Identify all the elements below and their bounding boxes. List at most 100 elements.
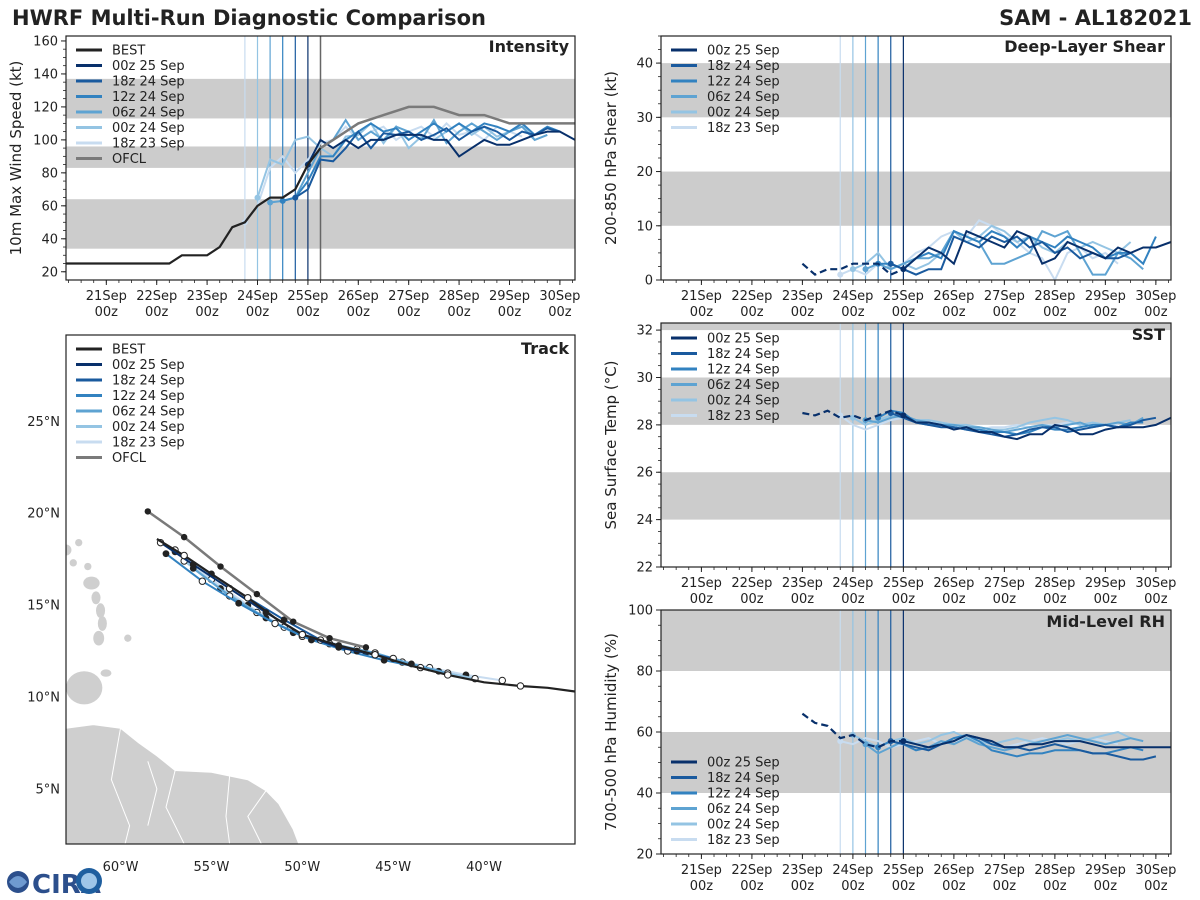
best-track	[156, 538, 575, 693]
track-point-open	[198, 577, 207, 585]
x-tick-label: 21Sep	[681, 863, 722, 878]
legend-label: 00z 25 Sep	[707, 44, 780, 59]
ofcl-point	[180, 533, 188, 541]
island-landmass	[69, 559, 77, 567]
track-point-filled	[235, 599, 243, 607]
longitude-label: 50°W	[284, 860, 320, 875]
threshold-band	[661, 377, 1171, 425]
legend-label: BEST	[112, 44, 145, 59]
legend-label: 06z 24 Sep	[707, 90, 780, 105]
y-tick-label: 100	[628, 604, 653, 619]
y-tick-label: 30	[636, 111, 653, 126]
y-tick-label: 40	[41, 232, 58, 247]
y-tick-label: 26	[636, 466, 653, 481]
island-landmass	[95, 603, 106, 618]
legend-label: 12z 24 Sep	[707, 787, 780, 802]
legend-label: 00z 24 Sep	[112, 420, 185, 435]
series-line	[902, 414, 1171, 441]
x-tick-label: 00z	[195, 305, 219, 320]
series-start-point	[849, 266, 856, 273]
ofcl-track	[147, 510, 367, 649]
series-line	[282, 122, 561, 202]
x-tick-label: 24Sep	[832, 863, 873, 878]
south-america-landmass	[66, 724, 300, 844]
seal-inner	[81, 873, 97, 889]
x-tick-label: 00z	[791, 592, 815, 607]
x-tick-label: 00z	[841, 592, 865, 607]
figure-title: HWRF Multi-Run Diagnostic Comparison	[12, 6, 486, 30]
x-tick-label: 29Sep	[1085, 289, 1126, 304]
x-tick-label: 00z	[892, 879, 916, 894]
x-tick-label: 23Sep	[187, 289, 228, 304]
plot-area	[661, 610, 1171, 854]
series-start-point	[862, 266, 869, 273]
panel-title: SST	[1132, 325, 1165, 344]
x-tick-label: 29Sep	[489, 289, 530, 304]
y-tick-label: 40	[636, 57, 653, 72]
y-tick-label: 24	[636, 513, 653, 528]
series-start-point	[254, 194, 261, 201]
legend-label: 12z 24 Sep	[707, 75, 780, 90]
island-landmass	[124, 634, 132, 642]
latitude-label: 10°N	[27, 690, 60, 705]
y-tick-label: 100	[33, 133, 58, 148]
legend-label: 18z 24 Sep	[112, 374, 185, 389]
x-tick-label: 30Sep	[1135, 289, 1176, 304]
x-tick-label: 00z	[1144, 592, 1168, 607]
x-tick-label: 00z	[1144, 305, 1168, 320]
legend-label: 06z 24 Sep	[112, 106, 185, 121]
legend-label: 18z 24 Sep	[112, 75, 185, 90]
x-tick-label: 24Sep	[832, 289, 873, 304]
y-tick-label: 60	[41, 199, 58, 214]
y-tick-label: 140	[33, 67, 58, 82]
x-tick-label: 25Sep	[883, 576, 924, 591]
best-track-point	[298, 630, 307, 639]
x-tick-label: 00z	[942, 305, 966, 320]
x-tick-label: 21Sep	[86, 289, 127, 304]
x-tick-label: 21Sep	[681, 289, 722, 304]
x-tick-label: 23Sep	[782, 863, 823, 878]
track-panel: 60°W 55°W 50°W 45°W 40°W 5°N 10°N 15°N 20°N 25°N T…	[27, 334, 576, 875]
x-tick-label: 00z	[95, 305, 119, 320]
x-tick-label: 00z	[690, 879, 714, 894]
island-landmass	[75, 538, 83, 547]
x-tick-label: 00z	[993, 592, 1017, 607]
x-tick-label: 26Sep	[933, 863, 974, 878]
map-area	[66, 508, 575, 844]
legend-label: 06z 24 Sep	[707, 378, 780, 393]
panel-title: Deep-Layer Shear	[1004, 37, 1165, 56]
x-tick-label: 21Sep	[681, 576, 722, 591]
legend-label: 18z 24 Sep	[707, 771, 780, 786]
y-tick-label: 20	[41, 265, 58, 280]
latitude-label: 5°N	[36, 782, 61, 797]
legend-label: 12z 24 Sep	[112, 389, 185, 404]
track-point-open	[271, 619, 279, 628]
ofcl-point	[144, 508, 152, 515]
threshold-band	[661, 171, 1171, 226]
x-tick-label: 00z	[942, 879, 966, 894]
longitude-label: 45°W	[375, 860, 411, 875]
y-tick-label: 30	[636, 371, 653, 386]
island-landmass	[100, 669, 112, 677]
plot-area	[661, 36, 1171, 280]
legend-label: 00z 25 Sep	[707, 332, 780, 347]
legend-label: 18z 24 Sep	[707, 347, 780, 362]
cira-logo: CIRA	[7, 868, 102, 900]
x-tick-label: 00z	[841, 305, 865, 320]
threshold-band	[661, 323, 1171, 331]
x-tick-label: 00z	[740, 879, 764, 894]
x-tick-label: 00z	[892, 592, 916, 607]
plot-area	[661, 323, 1171, 567]
y-tick-label: 32	[636, 324, 653, 339]
x-tick-label: 00z	[892, 305, 916, 320]
ofcl-point	[253, 590, 261, 598]
island-landmass	[83, 576, 100, 590]
country-border	[110, 728, 131, 844]
longitude-label: 40°W	[466, 860, 502, 875]
x-tick-label: 22Sep	[731, 289, 772, 304]
legend-label: 18z 23 Sep	[112, 436, 185, 451]
x-tick-label: 27Sep	[984, 576, 1025, 591]
x-tick-label: 00z	[296, 305, 320, 320]
y-axis-label: 10m Max Wind Speed (kt)	[7, 61, 25, 256]
legend-label: 06z 24 Sep	[112, 405, 185, 420]
